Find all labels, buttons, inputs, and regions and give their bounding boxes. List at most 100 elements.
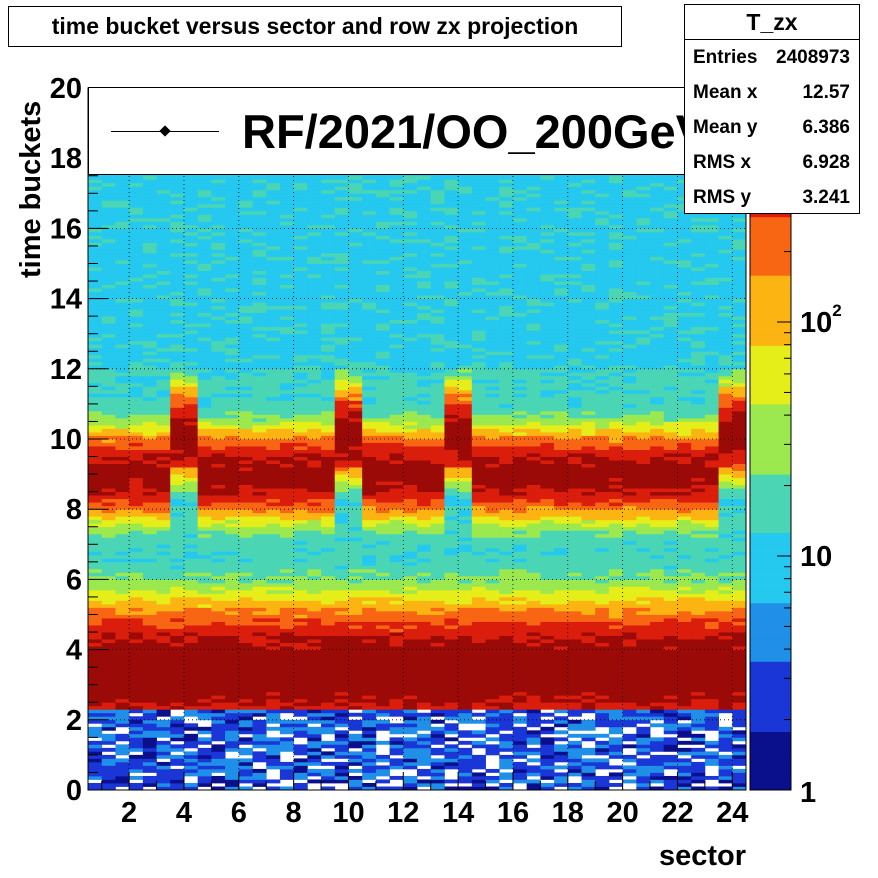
heatmap-cell [101, 249, 116, 254]
heatmap-cell [389, 389, 404, 394]
heatmap-cell [115, 410, 130, 415]
heatmap-cell [279, 340, 295, 345]
heatmap-cell [266, 186, 281, 191]
heatmap-cell [170, 358, 185, 363]
heatmap-cell [101, 196, 116, 201]
heatmap-cell [293, 509, 308, 514]
heatmap-cell [293, 477, 308, 482]
heatmap-cell [293, 733, 308, 738]
heatmap-cell [293, 551, 308, 556]
heatmap-cell [334, 298, 349, 303]
heatmap-cell [430, 551, 445, 556]
heatmap-cell [101, 319, 116, 324]
heatmap-cell [183, 263, 199, 268]
heatmap-cell [88, 758, 103, 763]
heatmap-cell [252, 495, 267, 500]
heatmap-cell [88, 231, 103, 236]
heatmap-cell [183, 393, 199, 398]
heatmap-cell [279, 302, 295, 307]
heatmap-cell [389, 621, 404, 626]
heatmap-cell [334, 614, 349, 619]
heatmap-cell [389, 670, 404, 675]
heatmap-cell [211, 207, 226, 212]
heatmap-cell [129, 621, 144, 626]
heatmap-cell [156, 470, 171, 475]
heatmap-cell [417, 772, 432, 777]
heatmap-cell [142, 625, 157, 629]
heatmap-cell [211, 182, 226, 187]
heatmap-cell [417, 337, 432, 342]
heatmap-cell [307, 231, 322, 236]
heatmap-cell [348, 516, 363, 521]
heatmap-cell [348, 754, 363, 759]
heatmap-cell [321, 698, 336, 703]
heatmap-cell [430, 639, 445, 643]
heatmap-cell [252, 386, 267, 391]
heatmap-cell [389, 579, 404, 584]
heatmap-cell [225, 305, 240, 310]
heatmap-cell [430, 758, 445, 763]
heatmap-cell [321, 428, 336, 433]
heatmap-cell [211, 196, 226, 201]
heatmap-cell [307, 365, 322, 370]
heatmap-cell [348, 196, 363, 201]
heatmap-cell [417, 533, 432, 538]
heatmap-cell [279, 484, 295, 489]
heatmap-cell [321, 558, 336, 563]
heatmap-cell [403, 614, 418, 619]
heatmap-cell [279, 660, 295, 665]
heatmap-cell [115, 737, 130, 742]
heatmap-cell [417, 463, 432, 468]
heatmap-cell [266, 175, 281, 180]
heatmap-cell [197, 614, 212, 619]
heatmap-cell [348, 726, 363, 731]
heatmap-cell [389, 351, 404, 356]
heatmap-cell [115, 719, 130, 724]
heatmap-cell [348, 449, 363, 454]
heatmap-cell [430, 772, 445, 777]
heatmap-cell [211, 326, 226, 331]
heatmap-cell [88, 537, 103, 542]
heatmap-cell [375, 593, 390, 598]
heatmap-cell [334, 667, 349, 672]
heatmap-cell [211, 705, 226, 710]
heatmap-cell [252, 347, 267, 352]
heatmap-cell [417, 379, 432, 384]
heatmap-cell [307, 295, 322, 299]
heatmap-cell [142, 733, 157, 738]
heatmap-cell [115, 207, 130, 212]
heatmap-cell [211, 670, 226, 675]
heatmap-cell [156, 277, 171, 282]
heatmap-cell [403, 424, 418, 429]
heatmap-cell [170, 361, 185, 366]
heatmap-cell [266, 688, 281, 693]
heatmap-cell [375, 393, 390, 398]
heatmap-cell [183, 453, 199, 457]
heatmap-cell [430, 488, 445, 493]
heatmap-cell [170, 537, 185, 542]
heatmap-cell [403, 681, 418, 686]
heatmap-cell [225, 474, 240, 479]
heatmap-cell [293, 326, 308, 331]
heatmap-cell [348, 660, 363, 665]
heatmap-cell [101, 365, 116, 370]
heatmap-cell [334, 372, 349, 377]
heatmap-cell [238, 505, 253, 510]
heatmap-cell [430, 649, 445, 654]
heatmap-cell [211, 646, 226, 650]
heatmap-cell [156, 224, 171, 229]
heatmap-cell [88, 456, 103, 461]
heatmap-cell [430, 267, 445, 271]
heatmap-cell [348, 607, 363, 612]
heatmap-cell [211, 368, 226, 373]
heatmap-cell [101, 435, 116, 440]
heatmap-cell [266, 207, 281, 212]
heatmap-cell [183, 474, 199, 479]
heatmap-cell [307, 309, 322, 314]
heatmap-cell [142, 389, 157, 394]
heatmap-cell [238, 667, 253, 672]
heatmap-cell [142, 558, 157, 563]
heatmap-cell [101, 768, 116, 773]
heatmap-cell [115, 249, 130, 254]
heatmap-cell [101, 674, 116, 679]
